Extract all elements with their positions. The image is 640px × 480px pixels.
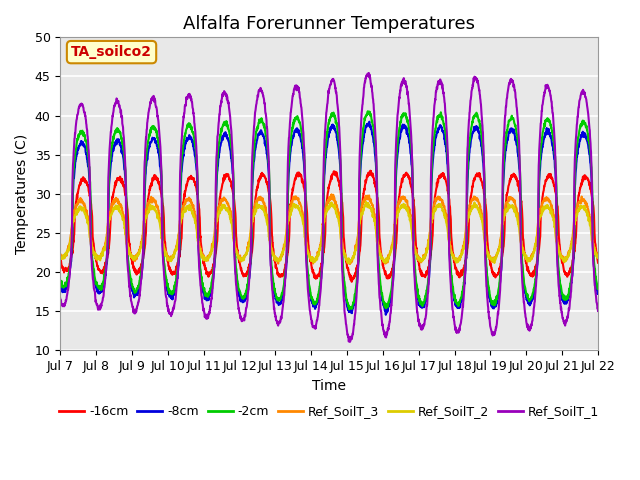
X-axis label: Time: Time xyxy=(312,379,346,393)
Text: TA_soilco2: TA_soilco2 xyxy=(71,45,152,59)
Title: Alfalfa Forerunner Temperatures: Alfalfa Forerunner Temperatures xyxy=(183,15,475,33)
Legend: -16cm, -8cm, -2cm, Ref_SoilT_3, Ref_SoilT_2, Ref_SoilT_1: -16cm, -8cm, -2cm, Ref_SoilT_3, Ref_Soil… xyxy=(54,400,604,423)
Y-axis label: Temperatures (C): Temperatures (C) xyxy=(15,134,29,254)
